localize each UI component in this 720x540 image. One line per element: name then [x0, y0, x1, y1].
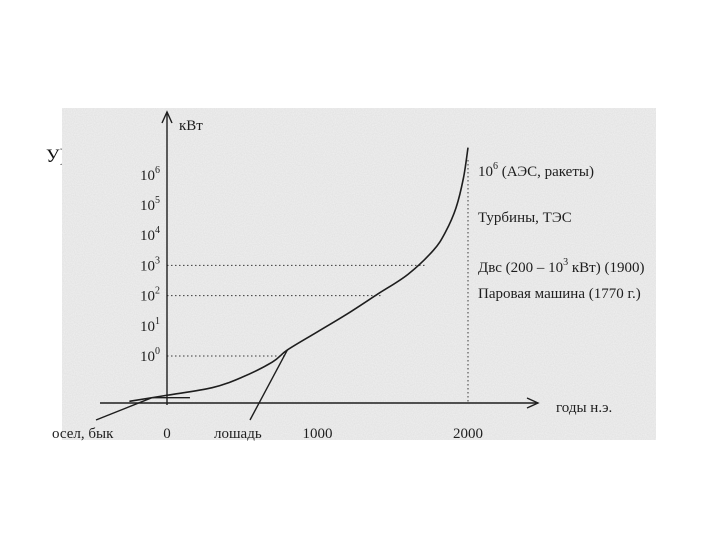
pointer-label-0: осел, бык: [52, 426, 114, 442]
pointer-leader-0: [95, 397, 153, 421]
annotation-0: 106 (АЭС, ракеты): [478, 161, 594, 180]
annotation-2: Двс (200 – 103 кВт) (1900): [478, 257, 644, 276]
annotations: 106 (АЭС, ракеты) Турбины, ТЭС Двс (200 – …: [478, 161, 644, 302]
power-curve: [129, 147, 469, 403]
x-axis-arrow-icon: [526, 397, 540, 409]
y-axis-arrow-icon: [161, 110, 173, 124]
reference-lines: [167, 264, 426, 357]
x-tick-labels: 0 1000 2000: [163, 426, 483, 442]
x-tick-label-2000: 2000: [453, 426, 483, 442]
annotation-1: Турбины, ТЭС: [478, 210, 572, 226]
x-tick-label-1000: 1000: [303, 426, 333, 442]
pointer-label-1: лошадь: [214, 426, 262, 442]
pointer-labels: осел, бык лошадь: [52, 349, 289, 442]
scan-paper-grain: [62, 108, 656, 440]
y-axis-label: кВт: [179, 118, 203, 134]
annotation-3: Паровая машина (1770 г.): [478, 286, 641, 302]
stray-text: У]: [46, 146, 66, 167]
pointer-leader-1: [249, 349, 289, 421]
x-tick-label-0: 0: [163, 426, 171, 442]
x-axis-label: годы н.э.: [556, 400, 612, 416]
